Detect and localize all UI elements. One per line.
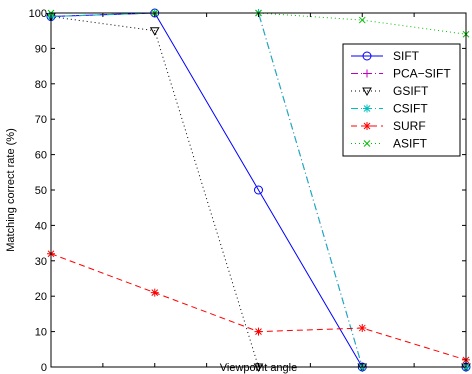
legend-label: ASIFT [393,137,428,151]
y-tick-label: 90 [35,43,47,55]
legend-label: SURF [393,119,426,133]
x-axis-label: Viewpoint angle [220,362,297,374]
data-point-marker [254,327,263,336]
series-4 [47,249,470,364]
y-axis-label: Matching correct rate (%) [5,128,17,251]
y-tick-label: 10 [35,327,47,339]
legend-box [342,43,461,157]
legend-label: CSIFT [393,102,428,116]
series-line [50,253,467,361]
legend-label: PCA−SIFT [393,67,451,81]
legend-label: GSIFT [393,84,429,98]
y-tick-label: 0 [41,362,47,374]
y-tick-label: 60 [35,150,47,162]
data-point-marker [150,288,159,297]
legend-marker [362,51,372,61]
legend-marker [363,122,371,130]
legend-label: SIFT [393,49,420,63]
legend: SIFT PCA−SIFT GSIFT CSIFT SURF ASIFT [342,43,461,157]
legend-marker [363,104,371,113]
data-point-marker [149,27,160,36]
y-tick-label: 70 [35,114,47,126]
data-point-marker [358,324,367,333]
legend-marker [363,140,371,147]
y-tick-label: 50 [35,185,47,197]
y-tick-label: 20 [35,291,47,303]
legend-marker [362,87,372,97]
y-tick-label: 100 [29,8,47,20]
legend-marker [363,69,371,78]
data-point-marker [358,16,366,24]
data-point-marker [254,185,263,195]
y-tick-label: 80 [35,79,47,91]
y-tick-label: 40 [35,220,47,232]
y-tick-label: 30 [35,256,47,268]
